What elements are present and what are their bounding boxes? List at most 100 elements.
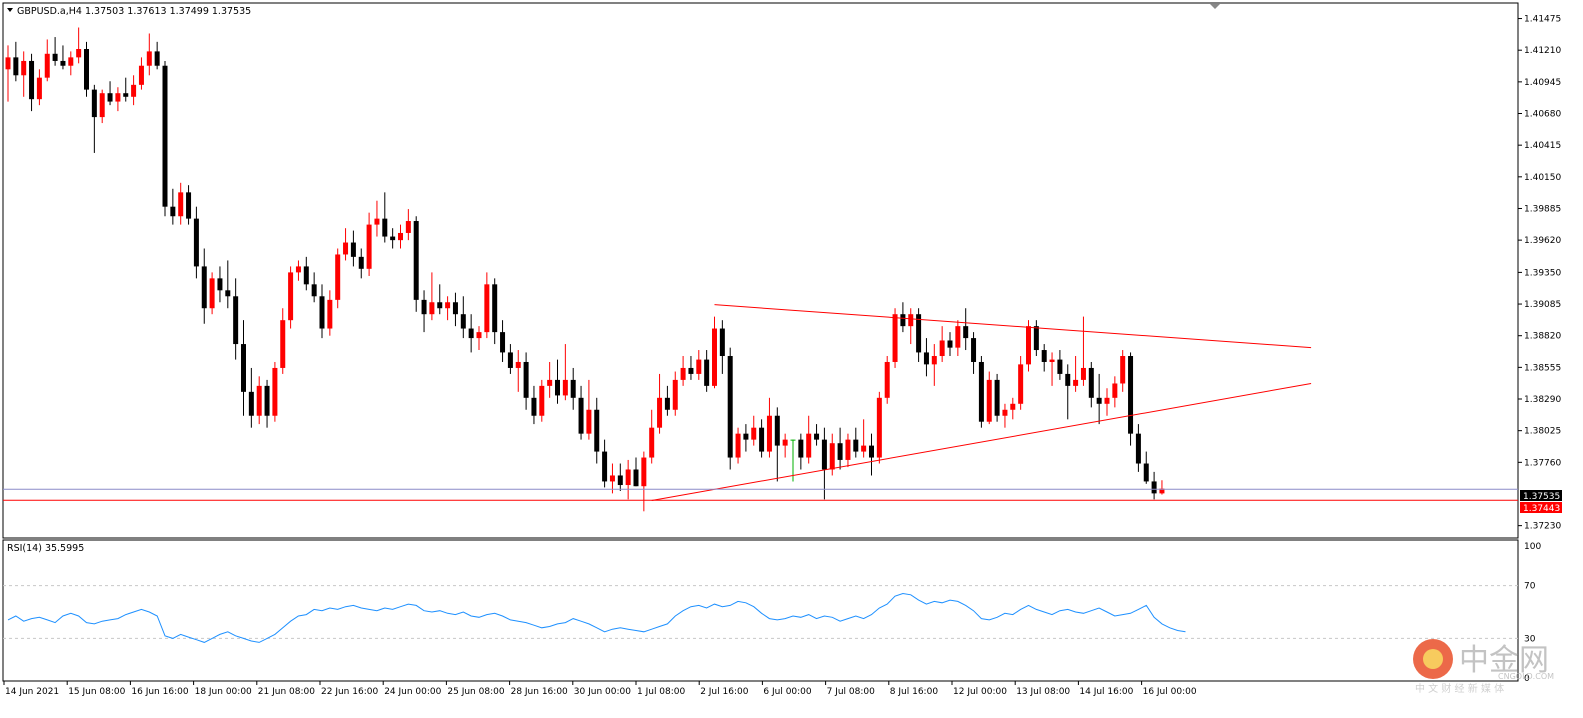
candle-body [460,314,466,329]
candle-body [445,302,451,309]
candle-body [374,218,380,225]
candle-body [829,443,835,470]
rsi-tick-label: 30 [1524,634,1536,644]
triangle-trendline[interactable] [714,304,1312,349]
candle-body [719,328,725,357]
cngold-watermark: 中金网 CNGOLD.COM 中 文 财 经 新 媒 体 [1413,639,1554,695]
candle-body [405,221,411,233]
candle-body [1041,350,1047,362]
candle-body [123,93,129,97]
trendline-layer[interactable] [651,304,1312,502]
time-tick-label: 1 Jul 08:00 [637,687,686,697]
price-tick-label: 1.40415 [1524,141,1561,151]
candle-body [845,439,851,460]
price-axis: 1.41475 1.41210 1.40945 1.40680 1.40415 1.401… [1518,15,1561,532]
candle-body [335,254,341,300]
candle-body [814,433,820,440]
candle-body [931,356,937,365]
candle-body [201,266,207,309]
candle-body [892,314,898,362]
candle-body [1065,373,1071,386]
candle-body [452,302,458,315]
candle-body [68,57,74,66]
cngold-logo-inner-icon [1423,649,1443,669]
candle-body [178,192,184,217]
candle-body [429,302,435,315]
candle-body [1135,433,1141,464]
candle-body [1080,367,1086,380]
candle-body [837,443,843,460]
candle-body [774,415,780,446]
time-tick-label: 30 Jun 00:00 [574,687,631,697]
candle-body [256,385,262,416]
candle-body [609,475,615,482]
candle-body [484,284,490,333]
candle-body [131,84,137,97]
candle-body [107,93,113,102]
scroll-marker-icon[interactable] [1210,4,1220,9]
price-tick-label: 1.41210 [1524,46,1561,56]
candle-body [99,93,105,118]
candle-body [468,328,474,339]
candle-body [1159,488,1165,494]
candle-body [193,218,199,267]
time-axis: 14 Jun 2021 15 Jun 08:00 16 Jun 16:00 18 Ju… [0,681,1583,697]
candle-body [649,427,655,458]
time-tick-label: 18 Jun 00:00 [195,687,252,697]
candle-body [1096,397,1102,404]
candle-body [272,367,278,416]
candle-body [994,379,1000,416]
current-price-tag [1520,490,1562,501]
candle-body [44,53,50,78]
candle-body [248,391,254,416]
candle-body [539,385,545,416]
candle-body [923,352,929,365]
symbol-menu-caret-icon[interactable] [7,8,13,12]
candle-body [327,299,333,329]
candle-body [13,57,19,76]
candle-body [138,65,144,85]
candle-body [60,60,66,66]
horizontal-lines[interactable] [3,488,1518,501]
candle-body [295,266,301,273]
price-tick-label: 1.37760 [1524,458,1561,468]
candle-body [555,379,560,396]
candle-body [617,475,623,486]
rsi-axis: 100 70 30 0 [3,542,1541,684]
candle-body [36,77,42,100]
price-tick-label: 1.39620 [1524,236,1561,246]
candle-body [696,359,702,374]
candle-body [492,284,498,333]
current-price-label: 1.37535 [1523,492,1560,502]
candle-body [735,433,741,458]
candle-body [366,224,372,269]
candle-body [162,65,168,207]
candle-body [625,469,631,486]
rsi-tick-label: 100 [1524,542,1541,552]
price-tick-label: 1.39085 [1524,300,1561,310]
time-tick-label: 12 Jul 00:00 [953,687,1007,697]
watermark-tagline: 中 文 财 经 新 媒 体 [1415,682,1504,695]
candle-body [680,367,686,380]
candle-body [578,397,584,434]
time-tick-label: 25 Jun 08:00 [447,687,504,697]
candle-body [29,60,35,100]
candle-body [115,93,121,102]
candle-body [1112,383,1118,398]
candle-body [971,338,977,362]
candle-body [766,415,772,452]
candle-body [311,284,317,297]
candlestick-series [5,27,1165,512]
candle-body [672,379,678,410]
triangle-trendline[interactable] [651,382,1312,502]
candle-body [1151,481,1157,494]
candle-body [319,296,325,329]
time-tick-label: 2 Jul 16:00 [700,687,749,697]
candle-body [358,256,364,269]
candle-body [806,433,812,458]
candle-body [790,439,796,441]
watermark-brand: 中金网 [1459,643,1549,678]
candle-body [633,469,639,487]
